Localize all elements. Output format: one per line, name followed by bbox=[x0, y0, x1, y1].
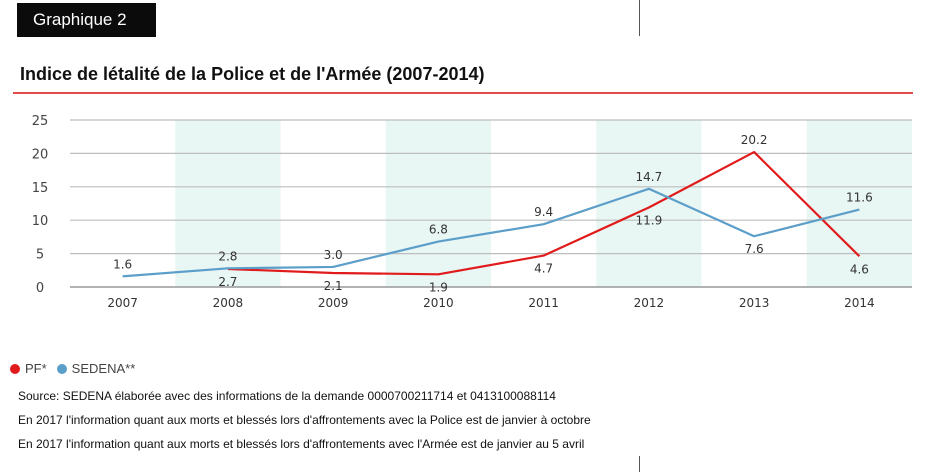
x-tick-2007: 2007 bbox=[107, 296, 138, 310]
x-tick-2009: 2009 bbox=[318, 296, 349, 310]
y-tick-10: 10 bbox=[32, 214, 49, 229]
x-tick-2012: 2012 bbox=[634, 296, 665, 310]
data-label-pf-2012: 11.9 bbox=[636, 214, 663, 228]
y-axis-ticks: 0 5 10 15 20 25 bbox=[32, 114, 49, 296]
data-label-pf-2011: 4.7 bbox=[534, 262, 553, 276]
data-label-sedena-2007: 1.6 bbox=[113, 257, 132, 271]
band-2010 bbox=[385, 120, 491, 287]
y-tick-15: 15 bbox=[32, 181, 49, 196]
x-tick-2014: 2014 bbox=[844, 296, 875, 310]
data-label-pf-2014: 4.6 bbox=[850, 262, 869, 276]
data-label-sedena-2010: 6.8 bbox=[429, 223, 448, 237]
divider-bottom bbox=[639, 456, 640, 472]
divider-top bbox=[639, 0, 640, 36]
data-label-sedena-2014: 11.6 bbox=[846, 191, 873, 205]
data-label-pf-2010: 1.9 bbox=[429, 280, 448, 294]
data-label-pf-2008: 2.7 bbox=[218, 275, 237, 289]
gridlines bbox=[70, 119, 912, 288]
title-underline bbox=[13, 92, 913, 94]
source-note: Source: SEDENA élaborée avec des informa… bbox=[18, 389, 556, 403]
legend-swatch-pf bbox=[10, 363, 20, 374]
data-labels: 2.7 2.1 1.9 4.7 11.9 20.2 4.6 1.6 2.8 3.0 6.8 9.4 14… bbox=[113, 133, 873, 294]
x-tick-2013: 2013 bbox=[739, 296, 770, 310]
y-tick-20: 20 bbox=[32, 147, 49, 162]
footnote-army: En 2017 l'information quant aux morts et… bbox=[18, 437, 585, 451]
data-label-sedena-2008: 2.8 bbox=[218, 249, 237, 263]
series-lines bbox=[122, 150, 861, 278]
legend-label-sedena: SEDENA** bbox=[71, 361, 136, 376]
x-tick-2008: 2008 bbox=[213, 296, 244, 310]
data-label-pf-2009: 2.1 bbox=[324, 279, 343, 293]
chart-legend: PF* SEDENA** bbox=[10, 361, 145, 376]
x-tick-2011: 2011 bbox=[528, 296, 559, 310]
legend-item-sedena: SEDENA** bbox=[56, 361, 136, 376]
footnote-police: En 2017 l'information quant aux morts et… bbox=[18, 413, 591, 427]
legend-label-pf: PF* bbox=[25, 361, 47, 376]
legend-swatch-sedena bbox=[56, 363, 67, 374]
band-2012 bbox=[596, 120, 702, 287]
data-label-pf-2013: 20.2 bbox=[741, 133, 768, 147]
band-2008 bbox=[175, 120, 281, 287]
chart-title: Indice de létalité de la Police et de l'… bbox=[20, 64, 485, 84]
data-label-sedena-2013: 7.6 bbox=[745, 242, 764, 256]
band-2014 bbox=[806, 120, 912, 287]
data-label-sedena-2011: 9.4 bbox=[534, 205, 553, 219]
x-axis-ticks: 2007 2008 2009 2010 2011 2012 2013 2014 bbox=[107, 296, 874, 310]
line-sedena bbox=[122, 187, 860, 278]
legend-item-pf: PF* bbox=[10, 361, 47, 376]
y-tick-5: 5 bbox=[36, 248, 44, 263]
y-tick-0: 0 bbox=[36, 281, 44, 296]
data-label-sedena-2012: 14.7 bbox=[636, 170, 663, 184]
chart-number-badge: Graphique 2 bbox=[17, 3, 156, 37]
y-tick-25: 25 bbox=[32, 114, 49, 129]
x-tick-2010: 2010 bbox=[423, 296, 454, 310]
line-pf bbox=[227, 150, 861, 276]
data-label-sedena-2009: 3.0 bbox=[324, 248, 343, 262]
